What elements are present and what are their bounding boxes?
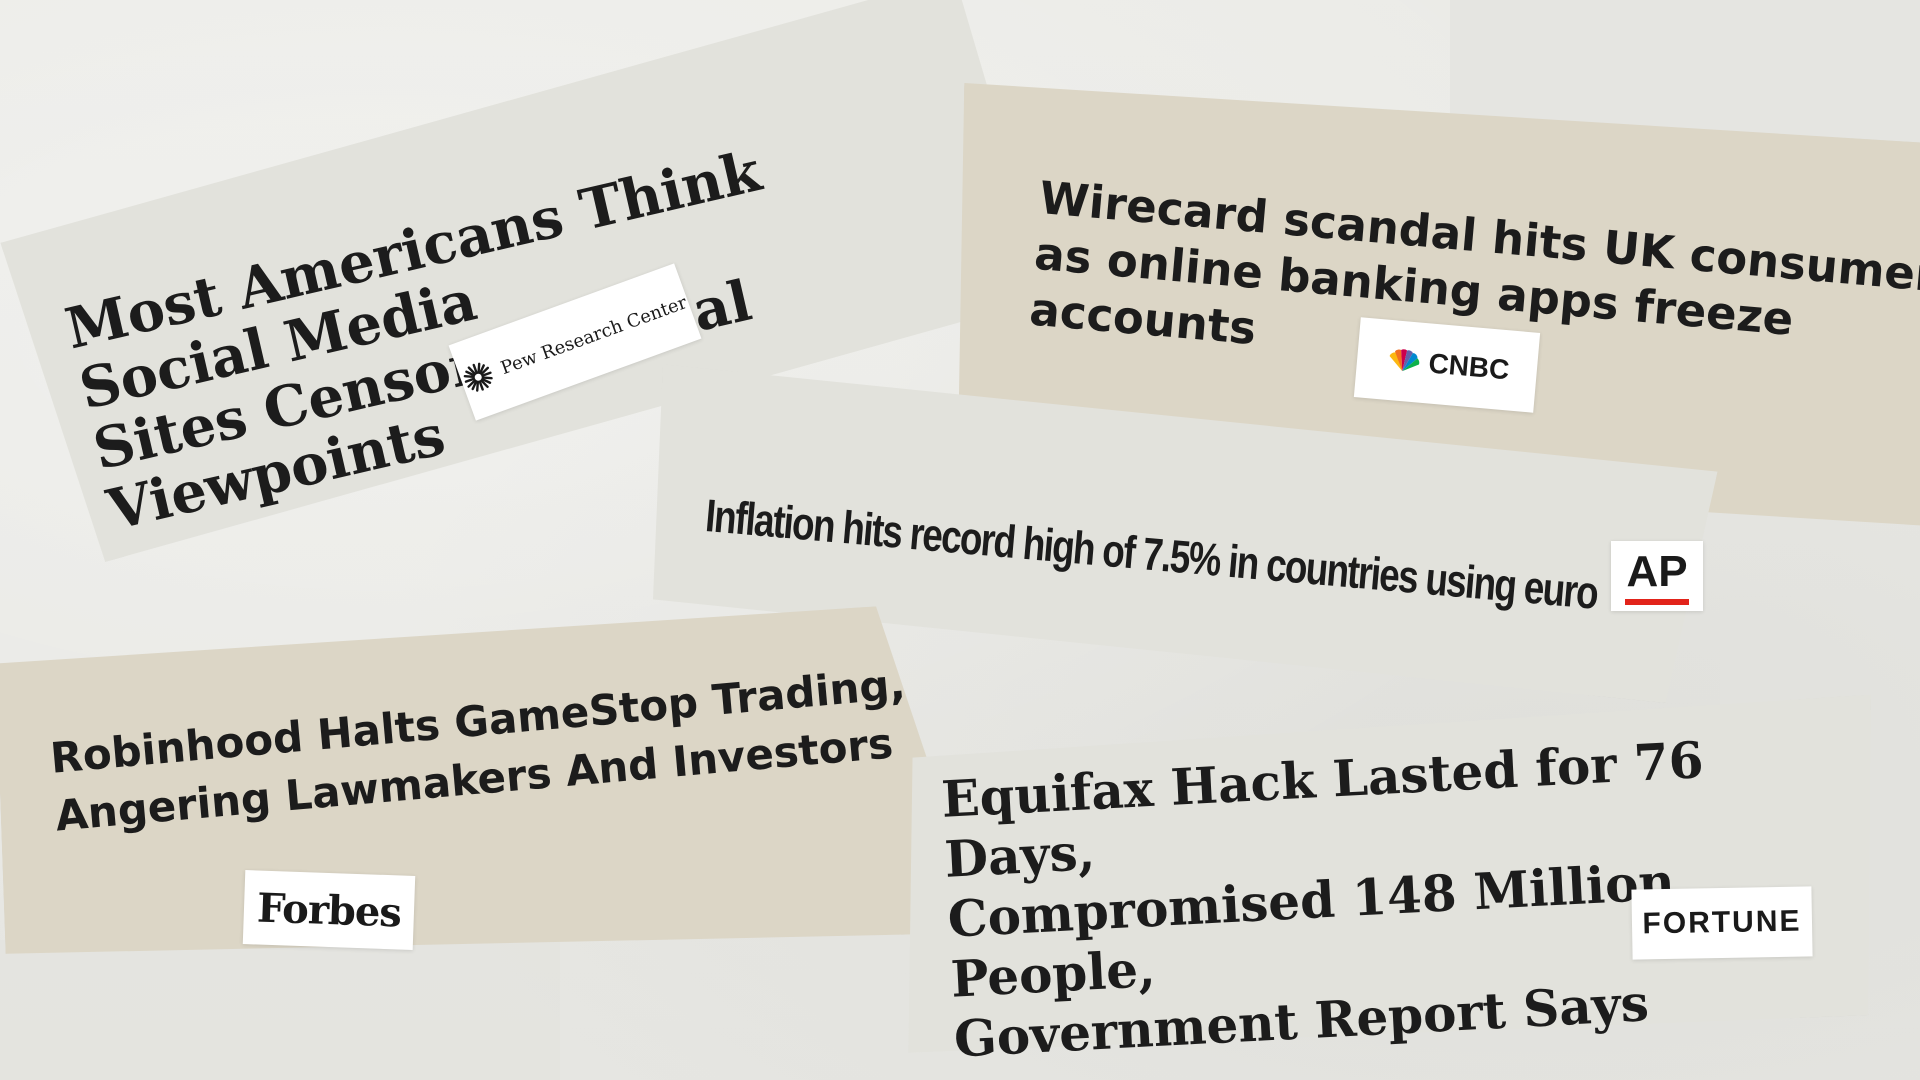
cnbc-logo: CNBC (1353, 317, 1541, 413)
forbes-source-label: Forbes (256, 884, 402, 936)
peacock-icon (1389, 349, 1419, 372)
ap-logo: AP (1611, 541, 1703, 611)
ap-accent-bar (1625, 599, 1689, 605)
fortune-source-label: FORTUNE (1642, 904, 1802, 941)
forbes-logo: Forbes (242, 870, 416, 950)
sunburst-icon (463, 362, 493, 392)
ap-source-label: AP (1626, 547, 1688, 596)
cnbc-source-label: CNBC (1427, 347, 1511, 386)
pew-logo: Pew Research Center (448, 263, 702, 421)
fortune-logo: FORTUNE (1631, 886, 1813, 960)
background-scrap (0, 940, 560, 1080)
